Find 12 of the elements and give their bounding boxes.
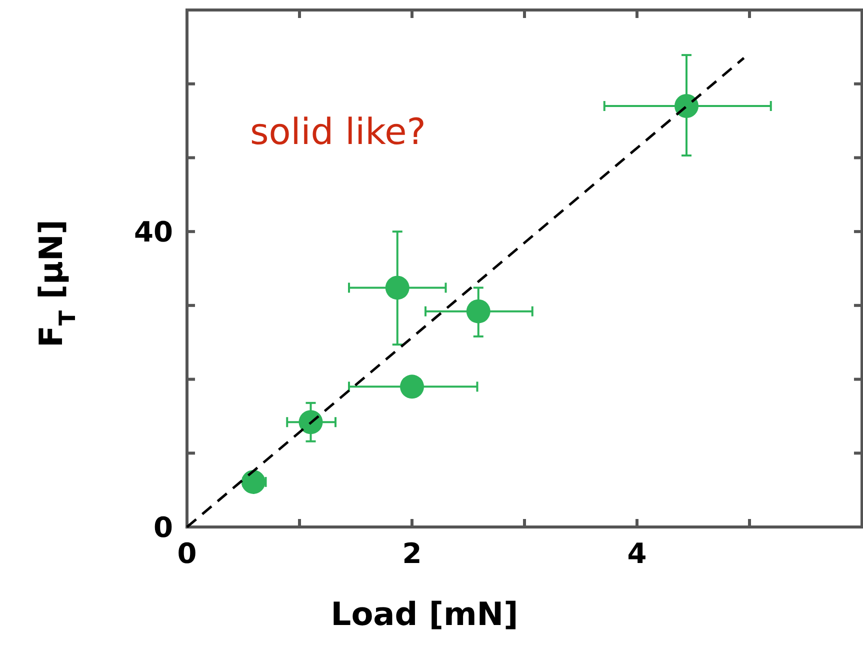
annotation: solid like? xyxy=(250,112,426,153)
y-tick-label: 40 xyxy=(134,215,173,248)
x-tick-label: 4 xyxy=(627,537,647,570)
point xyxy=(400,374,424,399)
point xyxy=(674,94,698,118)
x-tick-label: 0 xyxy=(177,537,197,570)
x-tick-label: 2 xyxy=(402,537,422,570)
point xyxy=(385,276,410,300)
point xyxy=(241,470,266,494)
x-axis-title: Load [mN] xyxy=(330,595,518,633)
point xyxy=(466,299,490,324)
point xyxy=(298,410,323,434)
